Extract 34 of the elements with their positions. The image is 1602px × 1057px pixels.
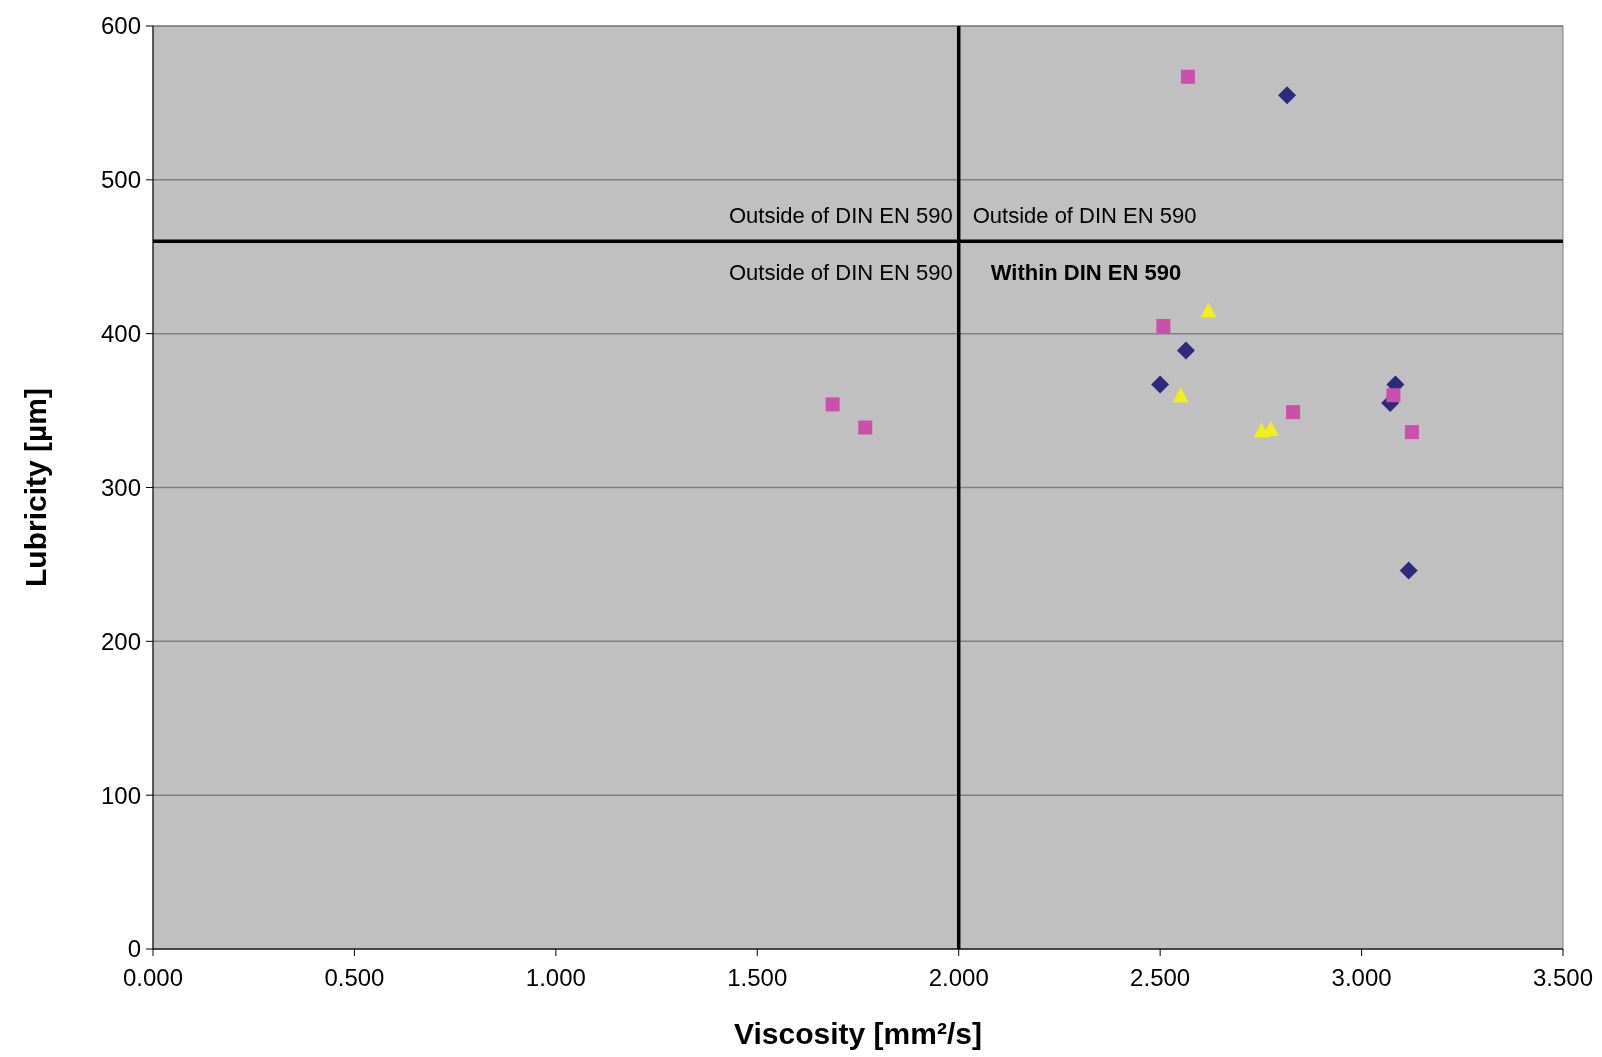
x-tick-label: 0.500 bbox=[324, 964, 385, 991]
point bbox=[1151, 375, 1170, 394]
x-axis-title: Viscosity [mm²/s] bbox=[734, 1017, 982, 1050]
y-tick-label: 200 bbox=[100, 627, 141, 655]
annotation: Outside of DIN EN 590 bbox=[728, 260, 953, 286]
y-tick-label: 100 bbox=[100, 781, 141, 809]
point bbox=[1286, 405, 1301, 420]
y-tick-label: 600 bbox=[100, 12, 141, 40]
point bbox=[825, 397, 840, 412]
point bbox=[1278, 86, 1297, 105]
y-axis-title: Lubricity [µm] bbox=[19, 388, 52, 587]
y-tick-label: 0 bbox=[127, 935, 141, 963]
point bbox=[1404, 425, 1419, 440]
x-tick-label: 3.000 bbox=[1331, 964, 1392, 991]
annotation: Within DIN EN 590 bbox=[990, 260, 1182, 286]
point bbox=[1180, 69, 1195, 84]
y-tick-label: 400 bbox=[100, 320, 141, 348]
x-tick-label: 1.000 bbox=[525, 964, 586, 991]
point bbox=[1386, 388, 1401, 403]
x-tick-label: 2.000 bbox=[928, 964, 989, 991]
x-tick-label: 3.500 bbox=[1532, 964, 1594, 991]
point bbox=[1172, 387, 1189, 403]
point bbox=[1399, 561, 1418, 580]
x-tick-label: 2.500 bbox=[1130, 964, 1191, 991]
y-tick-label: 500 bbox=[100, 166, 141, 194]
y-tick-label: 300 bbox=[100, 473, 141, 501]
annotation: Outside of DIN EN 590 bbox=[972, 203, 1197, 229]
x-tick-label: 0.000 bbox=[122, 964, 184, 991]
point bbox=[1200, 302, 1217, 318]
point bbox=[1156, 318, 1171, 333]
point bbox=[858, 420, 873, 435]
x-tick-label: 1.500 bbox=[727, 964, 788, 991]
annotation: Outside of DIN EN 590 bbox=[728, 203, 953, 229]
point bbox=[1176, 341, 1195, 360]
